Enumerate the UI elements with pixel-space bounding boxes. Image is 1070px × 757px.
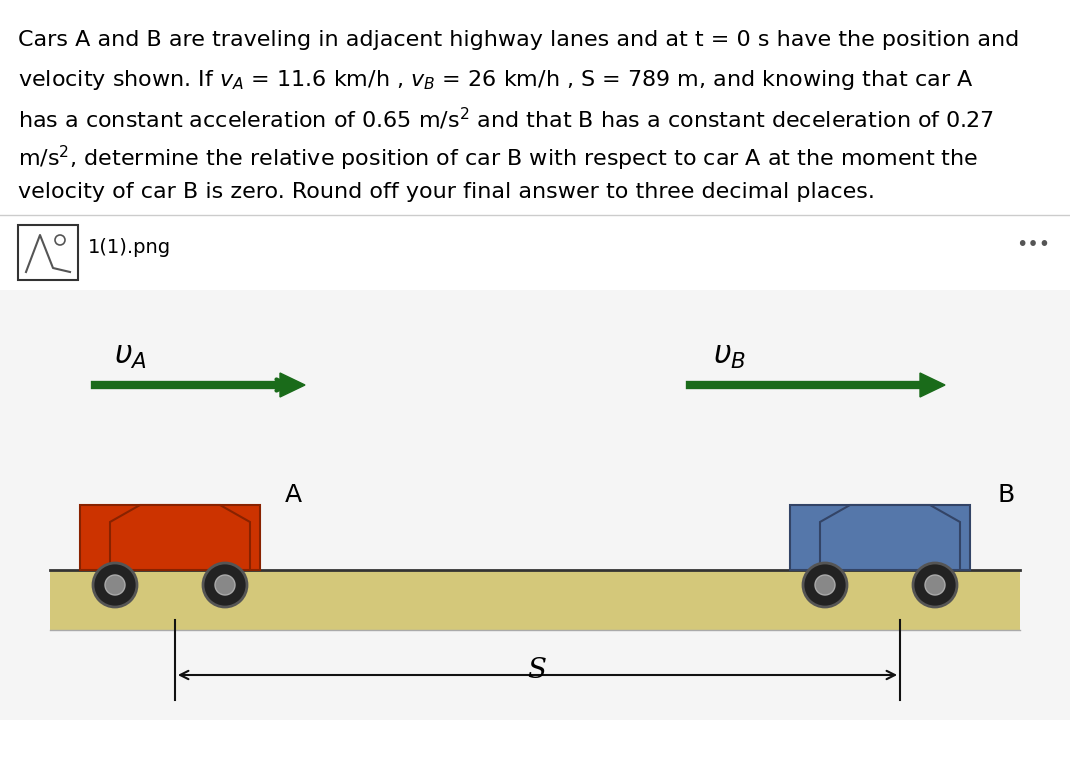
Circle shape <box>215 575 235 595</box>
Bar <box>50 570 1020 630</box>
Text: B: B <box>998 483 1015 507</box>
Text: A: A <box>285 483 302 507</box>
Bar <box>790 505 970 570</box>
Bar <box>18 225 78 280</box>
Text: has a constant acceleration of 0.65 m/s$^2$ and that B has a constant decelerati: has a constant acceleration of 0.65 m/s$… <box>18 106 994 132</box>
Bar <box>0 290 1070 720</box>
Circle shape <box>924 575 945 595</box>
Circle shape <box>203 563 247 607</box>
Text: m/s$^2$, determine the relative position of car B with respect to car A at the m: m/s$^2$, determine the relative position… <box>18 144 978 173</box>
Text: S: S <box>528 656 547 684</box>
Polygon shape <box>820 505 960 570</box>
Text: velocity of car B is zero. Round off your final answer to three decimal places.: velocity of car B is zero. Round off you… <box>18 182 875 202</box>
Text: Cars A and B are traveling in adjacent highway lanes and at t = 0 s have the pos: Cars A and B are traveling in adjacent h… <box>18 30 1020 50</box>
Circle shape <box>105 575 125 595</box>
Polygon shape <box>280 373 305 397</box>
Circle shape <box>802 563 847 607</box>
Circle shape <box>913 563 957 607</box>
Text: velocity shown. If $v_A$ = 11.6 km/h , $v_B$ = 26 km/h , S = 789 m, and knowing : velocity shown. If $v_A$ = 11.6 km/h , $… <box>18 68 974 92</box>
Bar <box>80 505 260 570</box>
Polygon shape <box>110 505 250 570</box>
Text: •••: ••• <box>1015 235 1050 254</box>
Polygon shape <box>920 373 945 397</box>
Circle shape <box>93 563 137 607</box>
Text: 1(1).png: 1(1).png <box>88 238 171 257</box>
Text: $\upsilon_B$: $\upsilon_B$ <box>714 340 747 371</box>
Circle shape <box>815 575 835 595</box>
Text: $\upsilon_A$: $\upsilon_A$ <box>113 340 147 371</box>
